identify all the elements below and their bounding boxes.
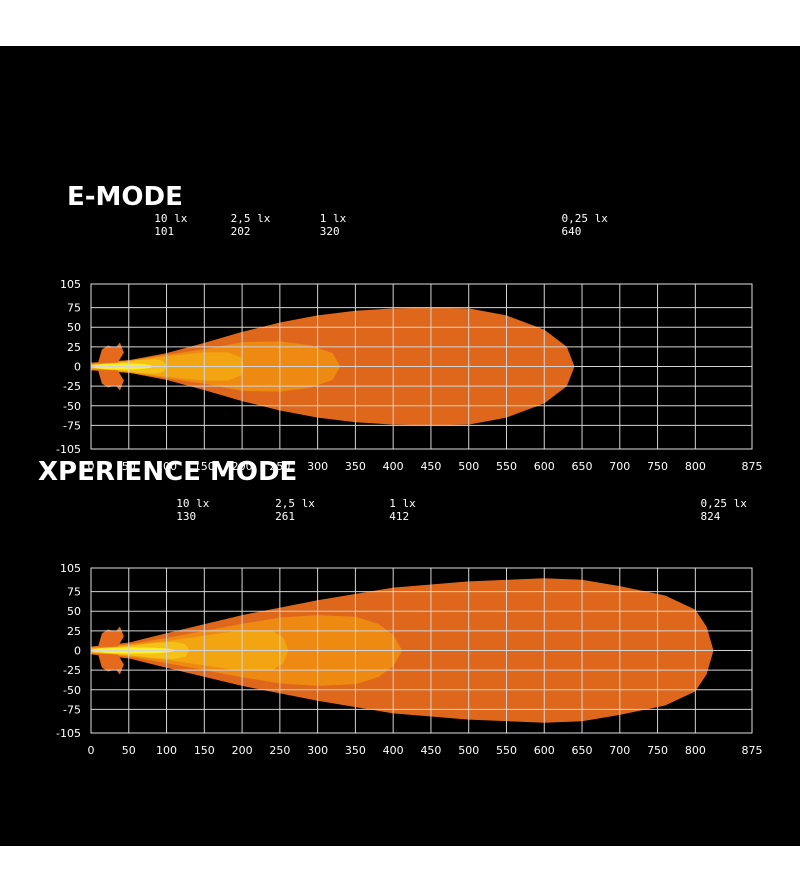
y-tick-label: 50 (67, 321, 81, 334)
y-tick-label: -75 (63, 703, 81, 716)
y-tick-label: 105 (60, 562, 81, 575)
x-tick-label: 450 (420, 460, 441, 473)
chart-title: XPERIENCE MODE (38, 457, 297, 487)
plot-frame (90, 283, 753, 450)
x-tick-label: 750 (647, 744, 668, 757)
x-tick-label: 875 (742, 460, 763, 473)
y-tick-label: -105 (56, 727, 81, 740)
y-tick-label: 75 (67, 586, 81, 599)
lux-label: 2,5 lx (275, 497, 315, 510)
y-tick-label: 0 (74, 361, 81, 374)
y-tick-label: 50 (67, 605, 81, 618)
x-tick-label: 650 (572, 460, 593, 473)
y-tick-label: -25 (63, 380, 81, 393)
y-tick-label: -50 (63, 684, 81, 697)
x-tick-label: 600 (534, 744, 555, 757)
x-tick-label: 550 (496, 744, 517, 757)
y-tick-label: -105 (56, 443, 81, 456)
x-tick-label: 300 (307, 744, 328, 757)
distance-label: 101 (154, 225, 174, 238)
x-tick-label: 600 (534, 460, 555, 473)
distance-label: 202 (231, 225, 251, 238)
x-tick-label: 350 (345, 460, 366, 473)
x-tick-label: 150 (194, 460, 215, 473)
distance-label: 824 (700, 510, 720, 523)
x-tick-label: 150 (194, 744, 215, 757)
x-tick-label: 100 (156, 460, 177, 473)
y-tick-label: 75 (67, 302, 81, 315)
y-tick-label: -25 (63, 664, 81, 677)
distance-label: 261 (275, 510, 295, 523)
x-tick-label: 250 (269, 744, 290, 757)
lux-label: 10 lx (154, 212, 187, 225)
x-tick-label: 450 (420, 744, 441, 757)
x-tick-label: 200 (232, 460, 253, 473)
x-tick-label: 300 (307, 460, 328, 473)
y-tick-label: -50 (63, 400, 81, 413)
x-tick-label: 700 (609, 460, 630, 473)
y-tick-label: -75 (63, 419, 81, 432)
x-tick-label: 0 (88, 460, 95, 473)
lux-label: 0,25 lx (700, 497, 747, 510)
x-tick-label: 800 (685, 744, 706, 757)
lux-label: 1 lx (320, 212, 347, 225)
lux-label: 2,5 lx (231, 212, 271, 225)
chart-canvas: E-MODE 0 50 100 150 200 250 300 350 400 450 500 550 6… (0, 46, 800, 846)
x-tick-label: 400 (383, 460, 404, 473)
x-tick-label: 750 (647, 460, 668, 473)
x-tick-label: 875 (742, 744, 763, 757)
x-tick-label: 500 (458, 744, 479, 757)
x-tick-label: 250 (269, 460, 290, 473)
y-tick-label: 25 (67, 625, 81, 638)
beam-bloom (97, 626, 124, 675)
beam-bloom (97, 342, 124, 391)
distance-label: 412 (389, 510, 409, 523)
lux-label: 1 lx (389, 497, 416, 510)
x-tick-label: 50 (122, 460, 136, 473)
x-tick-label: 550 (496, 460, 517, 473)
lux-label: 0,25 lx (561, 212, 608, 225)
distance-label: 640 (561, 225, 581, 238)
x-tick-label: 400 (383, 744, 404, 757)
x-tick-label: 0 (88, 744, 95, 757)
x-tick-label: 200 (232, 744, 253, 757)
x-tick-label: 650 (572, 744, 593, 757)
x-tick-label: 800 (685, 460, 706, 473)
distance-label: 320 (320, 225, 340, 238)
y-tick-label: 105 (60, 278, 81, 291)
lux-label: 10 lx (176, 497, 209, 510)
x-tick-label: 700 (609, 744, 630, 757)
x-tick-label: 350 (345, 744, 366, 757)
x-tick-label: 500 (458, 460, 479, 473)
x-tick-label: 50 (122, 744, 136, 757)
y-tick-label: 25 (67, 341, 81, 354)
chart-title: E-MODE (67, 182, 183, 212)
plot-frame (90, 567, 753, 734)
y-tick-label: 0 (74, 645, 81, 658)
x-tick-label: 100 (156, 744, 177, 757)
distance-label: 130 (176, 510, 196, 523)
